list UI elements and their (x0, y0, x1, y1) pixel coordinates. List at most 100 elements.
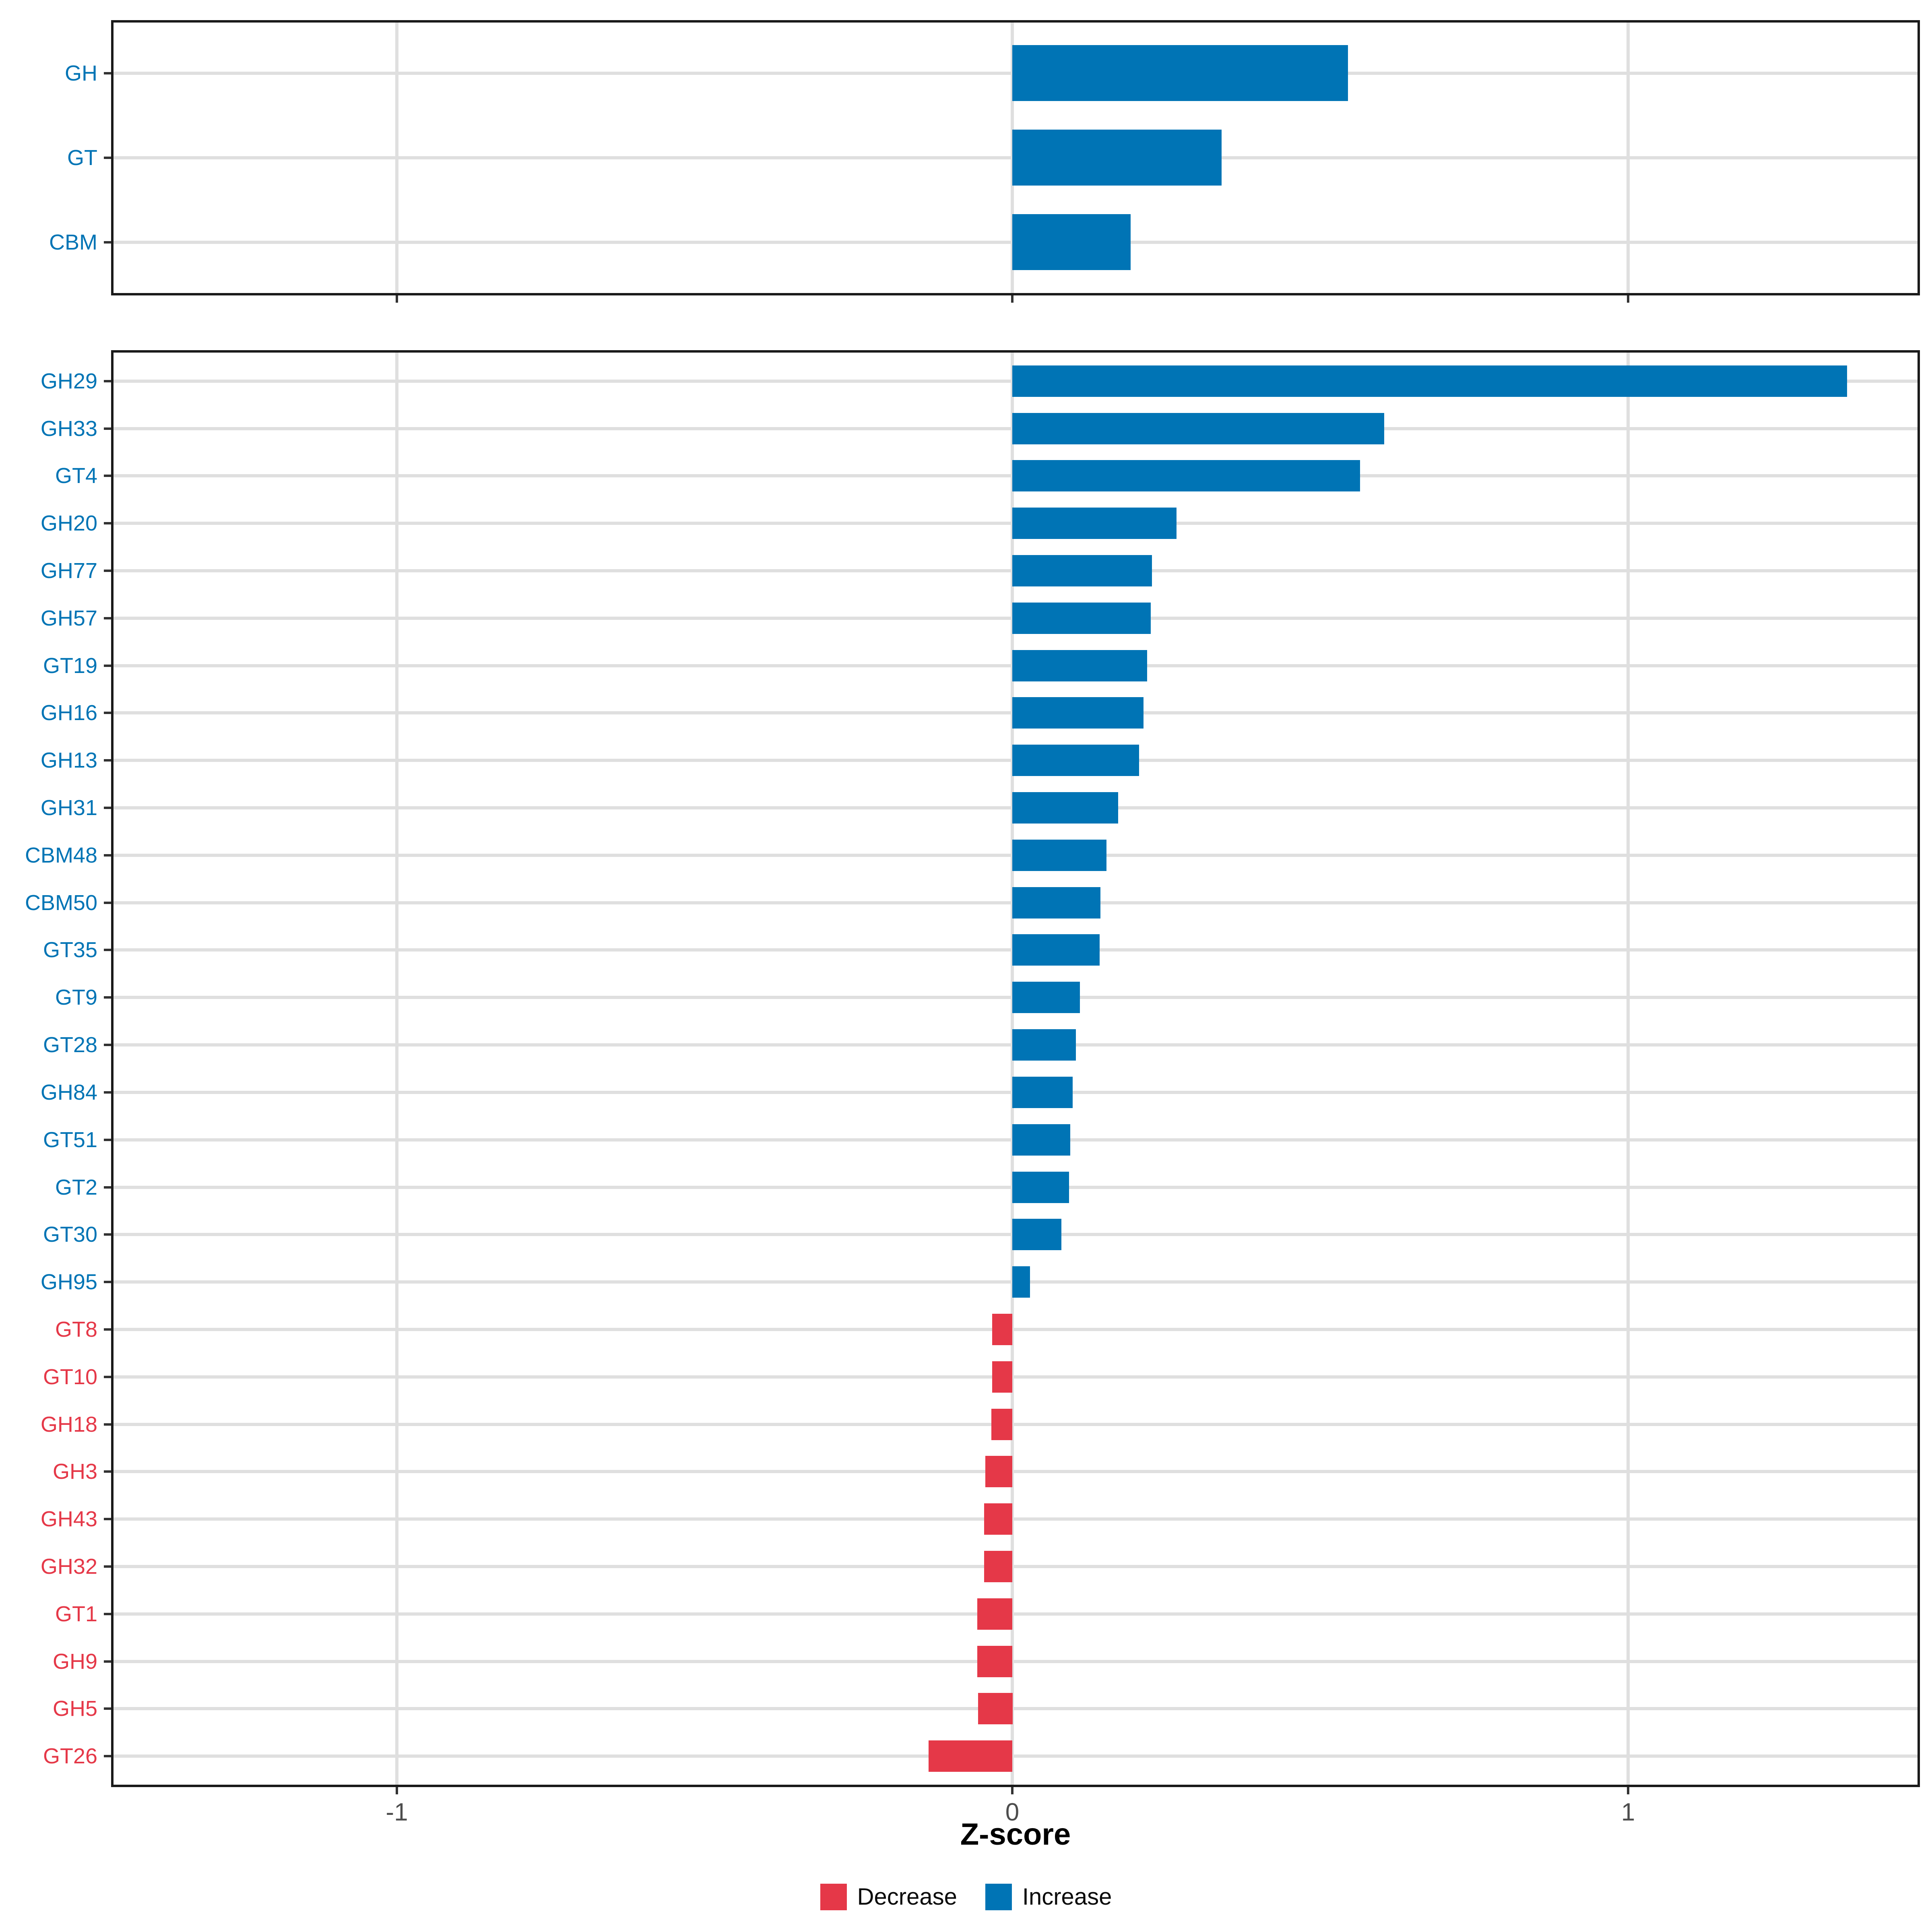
category-label-gt9: GT9 (55, 985, 97, 1009)
y-gridline-gh43 (114, 1517, 1918, 1521)
y-axis-tick-gh32 (104, 1565, 111, 1568)
bar-gh29 (1012, 365, 1847, 397)
category-label-gt10: GT10 (43, 1365, 97, 1389)
y-gridline-gh5 (114, 1707, 1918, 1710)
x-axis-tick-0 (1011, 1787, 1013, 1794)
y-axis-tick-gt28 (104, 1044, 111, 1046)
category-label-gt19: GT19 (43, 654, 97, 678)
legend-key-increase-swatch (985, 1884, 1012, 1910)
bar-gh3 (985, 1456, 1012, 1487)
y-axis-tick-gh5 (104, 1707, 111, 1710)
y-axis-tick-gt30 (104, 1233, 111, 1236)
category-label-gh20: GH20 (40, 511, 97, 535)
bar-gh32 (984, 1551, 1012, 1582)
category-label-gh18: GH18 (40, 1412, 97, 1437)
y-axis-tick-gh13 (104, 759, 111, 762)
y-axis-tick-gt26 (104, 1755, 111, 1757)
x-gridline--1 (395, 353, 398, 1785)
category-label-gt26: GT26 (43, 1744, 97, 1768)
y-axis-tick-gt8 (104, 1328, 111, 1331)
x-axis-tick-1 (1627, 295, 1629, 303)
y-axis-tick-gh16 (104, 712, 111, 714)
legend-key-decrease-swatch (820, 1884, 847, 1910)
category-label-gh16: GH16 (40, 701, 97, 725)
bar-gh84 (1012, 1077, 1073, 1108)
y-axis-tick-gh20 (104, 522, 111, 524)
y-gridline-gt26 (114, 1754, 1918, 1758)
y-axis-tick-cbm (104, 241, 111, 244)
bottom-panel-cazyme-families (111, 350, 1920, 1787)
category-label-gh: GH (65, 61, 97, 85)
x-axis-tick--1 (396, 295, 398, 303)
category-label-gh3: GH3 (52, 1459, 97, 1484)
x-axis-tick-1 (1627, 1787, 1629, 1794)
category-label-gh9: GH9 (52, 1649, 97, 1674)
category-label-gh57: GH57 (40, 606, 97, 630)
y-axis-tick-gt4 (104, 475, 111, 477)
category-label-gt2: GT2 (55, 1175, 97, 1199)
category-label-gh95: GH95 (40, 1270, 97, 1294)
category-label-gh32: GH32 (40, 1554, 97, 1579)
legend-label-decrease: Decrease (857, 1884, 957, 1910)
category-label-gt8: GT8 (55, 1317, 97, 1342)
x-tick-label-1: 1 (1621, 1798, 1635, 1826)
x-axis-title: Z-score (960, 1817, 1071, 1852)
y-axis-tick-gt1 (104, 1613, 111, 1615)
category-label-gt28: GT28 (43, 1033, 97, 1057)
y-axis-tick-gt10 (104, 1376, 111, 1378)
y-axis-tick-gh31 (104, 807, 111, 809)
category-label-gt4: GT4 (55, 464, 97, 488)
x-gridline-1 (1627, 353, 1630, 1785)
bar-gh77 (1012, 555, 1152, 586)
category-label-gh13: GH13 (40, 748, 97, 772)
bar-gh43 (984, 1503, 1012, 1535)
bar-gh (1012, 45, 1348, 101)
x-tick-label--1: -1 (386, 1798, 408, 1826)
bar-gh20 (1012, 508, 1177, 539)
bar-gh18 (991, 1409, 1012, 1440)
y-axis-tick-gt35 (104, 949, 111, 951)
y-axis-tick-cbm50 (104, 902, 111, 904)
category-label-gh77: GH77 (40, 559, 97, 583)
bar-gh9 (977, 1646, 1012, 1677)
y-axis-tick-gh77 (104, 570, 111, 572)
category-label-cbm48: CBM48 (25, 843, 97, 867)
bar-gh16 (1012, 697, 1144, 729)
legend-item-decrease: Decrease (820, 1884, 957, 1910)
bar-gh95 (1012, 1266, 1030, 1298)
y-gridline-gh18 (114, 1423, 1918, 1426)
x-axis-tick--1 (396, 1787, 398, 1794)
bar-gt8 (992, 1314, 1012, 1345)
y-axis-tick-gh57 (104, 617, 111, 619)
bar-gt35 (1012, 934, 1100, 966)
category-label-gh33: GH33 (40, 417, 97, 441)
bar-gt9 (1012, 982, 1080, 1013)
category-label-gh43: GH43 (40, 1507, 97, 1531)
category-label-gh5: GH5 (52, 1697, 97, 1721)
category-label-cbm: CBM (49, 230, 97, 254)
bar-gt1 (977, 1598, 1012, 1630)
category-label-cbm50: CBM50 (25, 891, 97, 915)
bar-gt4 (1012, 460, 1360, 491)
y-axis-tick-gh84 (104, 1091, 111, 1094)
bar-gt51 (1012, 1124, 1070, 1156)
category-label-gt30: GT30 (43, 1222, 97, 1247)
category-label-gt1: GT1 (55, 1602, 97, 1626)
category-label-gt35: GT35 (43, 938, 97, 962)
bar-gh13 (1012, 745, 1139, 776)
bar-gh57 (1012, 603, 1151, 634)
y-gridline-gh9 (114, 1660, 1918, 1663)
y-gridline-gt8 (114, 1328, 1918, 1331)
category-label-gh84: GH84 (40, 1080, 97, 1104)
legend-label-increase: Increase (1022, 1884, 1112, 1910)
y-axis-tick-gt9 (104, 996, 111, 999)
bar-gt26 (929, 1740, 1012, 1772)
legend-item-increase: Increase (985, 1884, 1112, 1910)
y-axis-tick-gt51 (104, 1139, 111, 1141)
y-axis-tick-cbm48 (104, 854, 111, 857)
y-axis-tick-gh3 (104, 1470, 111, 1473)
bar-gt2 (1012, 1172, 1069, 1203)
y-axis-tick-gt (104, 157, 111, 159)
y-gridline-gh32 (114, 1565, 1918, 1568)
